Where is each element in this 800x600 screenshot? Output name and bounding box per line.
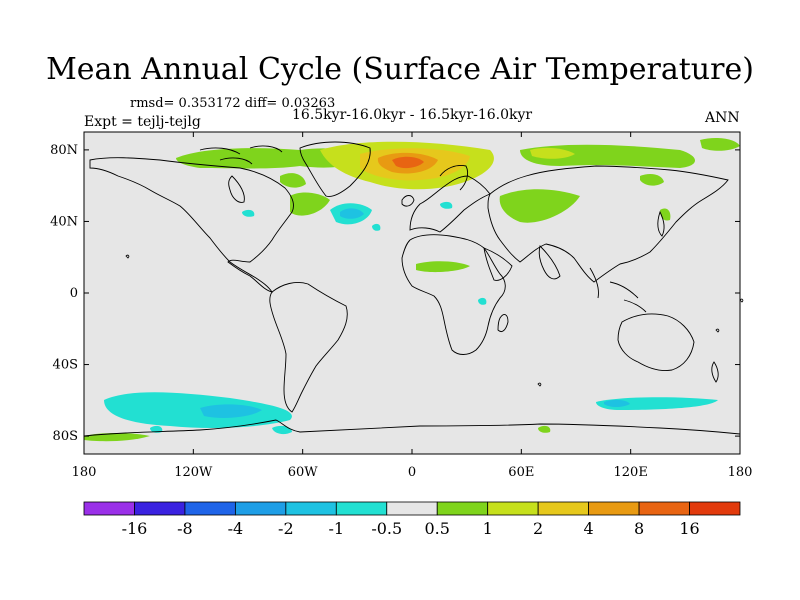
coast-greenland <box>299 141 371 197</box>
colorbar-label: -1 <box>329 519 345 538</box>
lon-tick-label: 60W <box>288 465 319 480</box>
figure-title: Mean Annual Cycle (Surface Air Temperatu… <box>46 52 754 87</box>
anomaly-labrador-warm <box>280 173 306 188</box>
anomaly-antarctic-warm <box>84 433 150 442</box>
colorbar-swatch <box>335 501 388 516</box>
anomaly-southern-indian-cool <box>596 397 718 410</box>
colorbar-swatch <box>689 501 741 516</box>
axis-ticks: 80N 40N 0 40S 80S 180 120W 60W 0 60E 120E 180 <box>50 132 752 480</box>
colorbar-label: 4 <box>584 519 594 538</box>
colorbar-label: 0.5 <box>425 519 450 538</box>
coast-north-america <box>89 157 295 293</box>
colorbar-label: 2 <box>533 519 543 538</box>
anomaly-baffin <box>290 192 330 216</box>
coast-arabia <box>483 247 513 281</box>
lat-tick-label: 0 <box>70 286 78 301</box>
coast-madagascar <box>497 314 509 333</box>
lat-tick-label: 40N <box>50 214 78 229</box>
anomaly-central-asia <box>499 189 580 223</box>
period-text: 16.5kyr-16.0kyr - 16.5kyr-16.0kyr <box>292 107 533 123</box>
anomaly-southern-pacific-core <box>200 404 262 418</box>
lon-tick-label: 180 <box>728 465 753 480</box>
anomaly-hudson-cool <box>242 209 255 217</box>
coast-antarctica <box>84 419 740 437</box>
colorbar-swatch <box>184 501 236 516</box>
colorbar-label: -4 <box>228 519 244 538</box>
anomaly-southern-indian-core <box>604 399 630 407</box>
small-islands <box>125 254 744 387</box>
colorbar-swatch <box>638 501 690 516</box>
coastlines <box>84 141 740 437</box>
anomaly-east-africa-cool <box>478 297 487 305</box>
lon-tick-label: 120E <box>614 465 648 480</box>
lon-tick-label: 60E <box>508 465 534 480</box>
coast-arctic-islands <box>199 145 283 165</box>
anomaly-east-siberia <box>700 138 740 151</box>
season-label: ANN <box>705 110 740 126</box>
lat-tick-label: 40S <box>53 358 78 373</box>
colorbar-label: -2 <box>278 519 294 538</box>
colorbar-swatch <box>588 501 640 516</box>
colorbar-swatch <box>285 501 337 516</box>
anomaly-north-atlantic-core <box>340 208 364 219</box>
lon-tick-label: 120W <box>174 465 213 480</box>
lon-tick-label: 0 <box>408 465 416 480</box>
anomaly-southern-pacific-cool <box>104 392 292 428</box>
coast-australia <box>617 313 695 371</box>
colorbar-label: -16 <box>122 519 148 538</box>
anomaly-greenland-hot <box>392 156 424 169</box>
coast-japan <box>657 210 665 237</box>
coast-british-isles <box>401 195 415 207</box>
coast-india <box>538 245 561 280</box>
lat-tick-label: 80N <box>50 143 78 158</box>
lon-tick-label: 180 <box>72 465 97 480</box>
colorbar-label: -0.5 <box>371 519 402 538</box>
colorbar-label: 16 <box>679 519 699 538</box>
coast-asia <box>487 165 729 283</box>
rmsd-diff-text: rmsd= 0.353172 diff= 0.03263 <box>130 96 336 111</box>
anomaly-north-africa <box>416 261 470 273</box>
coast-new-zealand <box>711 361 719 383</box>
coast-southeast-asia <box>589 267 647 313</box>
colorbar-swatch <box>537 501 590 516</box>
anomaly-layer <box>84 138 740 442</box>
colorbar-swatch <box>234 501 287 516</box>
colorbar-label: 1 <box>483 519 493 538</box>
coast-scandinavia <box>439 165 469 191</box>
coast-europe <box>409 175 491 233</box>
colorbar-swatch <box>83 501 135 516</box>
anomaly-siberia-strong <box>530 147 575 159</box>
colorbar-label: 8 <box>634 519 644 538</box>
colorbar-swatch <box>134 501 186 516</box>
anomaly-patagonia-cool <box>272 425 292 435</box>
colorbar-label: -8 <box>177 519 193 538</box>
experiment-text: Expt = tejlj-tejlg <box>84 114 201 130</box>
colorbar-swatch <box>487 501 539 516</box>
lat-tick-label: 80S <box>53 429 78 444</box>
anomaly-arctic-canada <box>176 148 370 169</box>
anomaly-atlantic-speck <box>372 223 381 231</box>
anomaly-europe-cool <box>440 201 453 209</box>
anomaly-antarctic-warm-2 <box>538 425 551 433</box>
coast-south-america <box>269 281 348 413</box>
colorbar-swatch <box>386 501 438 516</box>
anomaly-antarctic-speck <box>150 425 163 433</box>
colorbar-swatch <box>436 501 489 516</box>
anomaly-east-asia <box>640 174 664 186</box>
coast-hudson-bay <box>228 175 245 203</box>
colorbar: -16 -8 -4 -2 -1 -0.5 0.5 1 2 4 8 16 <box>83 501 741 538</box>
